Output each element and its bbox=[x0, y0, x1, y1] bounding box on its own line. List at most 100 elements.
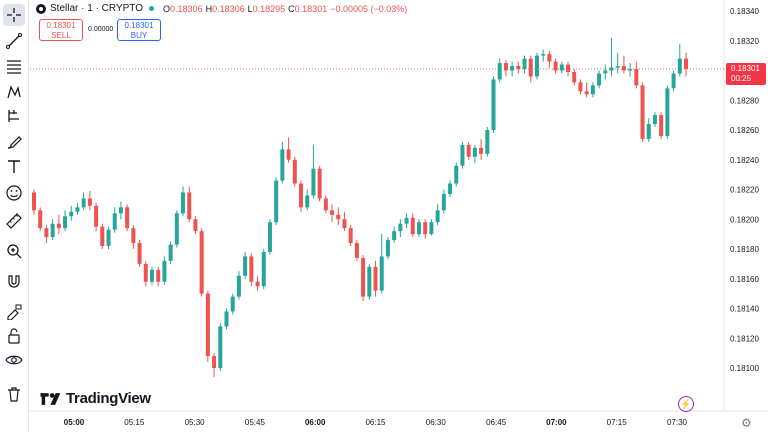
candle-body bbox=[584, 91, 589, 95]
time-tick-label: 05:15 bbox=[124, 418, 145, 427]
open-value: 0.18306 bbox=[170, 3, 203, 14]
lightning-icon[interactable]: ⚡ bbox=[678, 396, 694, 412]
candle-body bbox=[646, 124, 651, 139]
candle-body bbox=[590, 85, 595, 95]
candle-body bbox=[330, 210, 335, 215]
stellar-logo-icon bbox=[36, 3, 46, 14]
candle-body bbox=[342, 219, 347, 229]
current-price-badge: 0.18301 00:25 bbox=[726, 63, 766, 85]
open-label: O bbox=[163, 3, 171, 14]
high-label: H bbox=[205, 3, 213, 14]
candle-body bbox=[205, 293, 210, 357]
high-value: 0.18306 bbox=[212, 3, 245, 14]
price-tick-label: 0.18200 bbox=[730, 215, 759, 224]
zoom-icon[interactable] bbox=[3, 240, 25, 262]
candle-body bbox=[677, 58, 682, 74]
candle-body bbox=[435, 210, 440, 223]
candle-body bbox=[354, 243, 359, 258]
candle-body bbox=[559, 64, 564, 71]
candle-body bbox=[522, 58, 527, 70]
candle-body bbox=[615, 66, 620, 68]
candle-body bbox=[100, 226, 105, 247]
symbol-legend: Stellar · 1 · CRYPTO O 0.18306 H 0.18306 L… bbox=[36, 3, 407, 14]
candle-body bbox=[311, 168, 316, 196]
candle-body bbox=[454, 165, 459, 184]
candle-body bbox=[361, 257, 366, 297]
candle-body bbox=[423, 222, 428, 235]
time-tick-label: 05:30 bbox=[185, 418, 206, 427]
candle-body bbox=[603, 70, 608, 74]
eye-icon[interactable] bbox=[3, 349, 25, 371]
fib-icon[interactable] bbox=[3, 55, 25, 77]
low-label: L bbox=[247, 3, 253, 14]
gear-icon[interactable]: ⚙ bbox=[741, 416, 752, 430]
candle-body bbox=[305, 195, 310, 208]
candle-body bbox=[621, 66, 626, 71]
candle-body bbox=[174, 213, 179, 245]
candle-body bbox=[429, 222, 434, 235]
candle-body bbox=[230, 296, 235, 312]
candle-body bbox=[479, 147, 484, 154]
projection-icon[interactable] bbox=[3, 105, 25, 127]
crosshair-icon[interactable] bbox=[3, 4, 25, 26]
candle-body bbox=[628, 69, 633, 71]
tradingview-watermark[interactable]: TradingView bbox=[40, 390, 151, 407]
candle-body bbox=[553, 61, 558, 71]
candle-body bbox=[652, 115, 657, 125]
candle-body bbox=[224, 311, 229, 327]
tradingview-logo-icon bbox=[40, 392, 61, 405]
candle-body bbox=[497, 63, 502, 80]
candle-body bbox=[168, 244, 173, 261]
candle-body bbox=[249, 256, 254, 282]
emoji-icon[interactable] bbox=[3, 182, 25, 204]
candle-body bbox=[367, 266, 372, 297]
ruler-icon[interactable] bbox=[3, 210, 25, 232]
candle-body bbox=[137, 243, 142, 264]
price-tick-label: 0.18160 bbox=[730, 275, 759, 284]
candle-body bbox=[87, 198, 92, 206]
buy-price: 0.18301 bbox=[124, 21, 154, 30]
drawing-toolbar bbox=[0, 0, 29, 432]
watermark-text: TradingView bbox=[66, 390, 151, 407]
price-chart[interactable]: 0.183400.183200.183000.182800.182600.182… bbox=[30, 0, 768, 432]
candle-body bbox=[218, 326, 223, 368]
candle-body bbox=[510, 66, 515, 71]
lock-drawing-icon[interactable] bbox=[3, 300, 25, 322]
candle-body bbox=[503, 63, 508, 71]
candle-body bbox=[286, 149, 291, 160]
text-icon[interactable] bbox=[3, 156, 25, 178]
pattern-icon[interactable] bbox=[3, 81, 25, 103]
candle-body bbox=[267, 222, 272, 252]
change-value: −0.00005 (−0.03%) bbox=[330, 3, 408, 14]
trendline-icon[interactable] bbox=[3, 30, 25, 52]
brush-icon[interactable] bbox=[3, 131, 25, 153]
price-tick-label: 0.18340 bbox=[730, 7, 759, 16]
candle-body bbox=[534, 55, 539, 77]
price-tick-label: 0.18120 bbox=[730, 334, 759, 343]
trash-icon[interactable] bbox=[3, 383, 25, 405]
candle-body bbox=[261, 251, 266, 287]
price-tick-label: 0.18140 bbox=[730, 305, 759, 314]
candle-body bbox=[416, 222, 421, 235]
candle-body bbox=[118, 207, 123, 214]
close-value: 0.18301 bbox=[294, 3, 328, 14]
candle-body bbox=[299, 183, 304, 208]
time-tick-label: 05:45 bbox=[245, 418, 266, 427]
candle-body bbox=[392, 231, 397, 241]
symbol-title[interactable]: Stellar · 1 · CRYPTO bbox=[50, 3, 143, 14]
candle-body bbox=[348, 228, 353, 244]
candle-body bbox=[541, 54, 546, 56]
candle-body bbox=[156, 269, 161, 282]
magnet-icon[interactable] bbox=[3, 271, 25, 293]
candle-body bbox=[56, 223, 61, 229]
candle-body bbox=[317, 168, 322, 199]
candle-body bbox=[516, 66, 521, 70]
buy-button[interactable]: 0.18301 BUY bbox=[117, 19, 161, 41]
candle-body bbox=[373, 266, 378, 291]
lock-icon[interactable] bbox=[3, 325, 25, 347]
spread-value: 0.00000 bbox=[88, 26, 114, 33]
candle-body bbox=[149, 269, 154, 282]
sell-button[interactable]: 0.18301 SELL bbox=[39, 19, 83, 41]
candle-body bbox=[50, 223, 55, 238]
candle-body bbox=[684, 58, 688, 70]
